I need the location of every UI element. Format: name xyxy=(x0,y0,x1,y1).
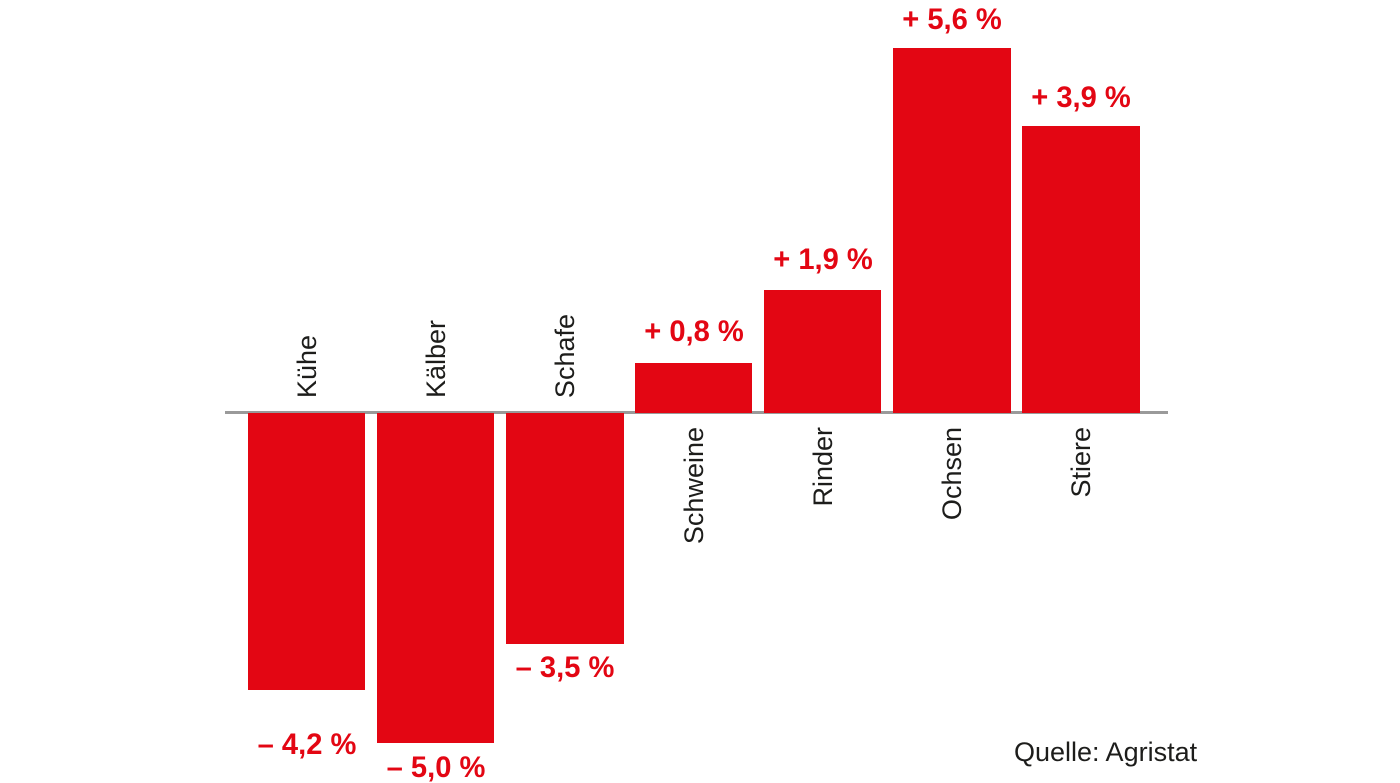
bar-schafe xyxy=(506,413,624,644)
bar-schweine xyxy=(635,363,752,413)
category-label-stiere: Stiere xyxy=(1066,427,1096,498)
value-label-rinder: + 1,9 % xyxy=(772,243,873,276)
category-label-kuehe: Kühe xyxy=(291,334,322,398)
value-label-schafe: – 3,5 % xyxy=(515,651,615,684)
bar-stiere xyxy=(1022,126,1140,413)
bar-ochsen xyxy=(893,48,1011,413)
category-label-schweine: Schweine xyxy=(678,427,709,545)
bar-kuehe xyxy=(248,413,365,690)
value-label-ochsen: + 5,6 % xyxy=(902,3,1002,36)
value-label-stiere: + 3,9 % xyxy=(1031,81,1131,114)
value-label-kuehe: – 4,2 % xyxy=(257,728,356,761)
category-label-ochsen: Ochsen xyxy=(937,427,967,521)
bar-kaelber xyxy=(377,413,494,743)
category-label-schafe: Schafe xyxy=(550,313,580,398)
bar-rinder xyxy=(764,290,881,413)
source-note: Quelle: Agristat xyxy=(1014,737,1198,767)
value-label-schweine: + 0,8 % xyxy=(643,315,744,348)
category-label-rinder: Rinder xyxy=(807,427,838,507)
value-label-kaelber: – 5,0 % xyxy=(386,751,485,783)
category-label-kaelber: Kälber xyxy=(420,319,451,398)
